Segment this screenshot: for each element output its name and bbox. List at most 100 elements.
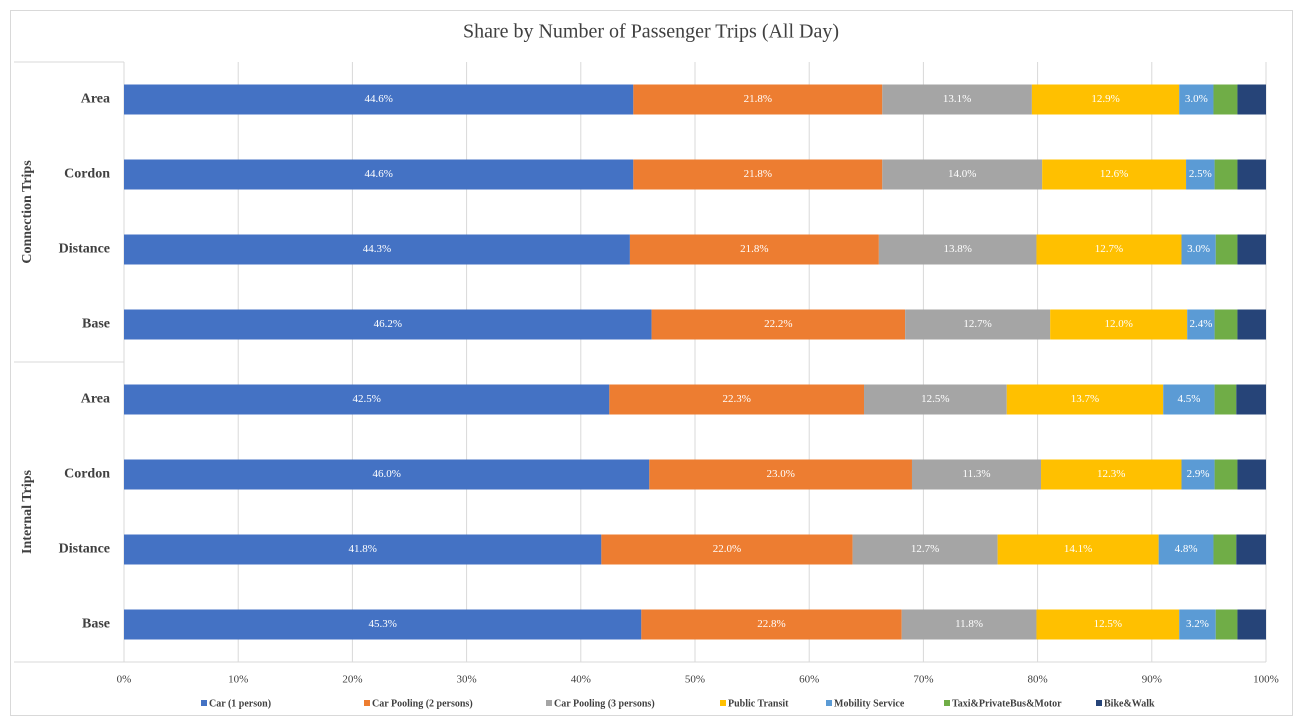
bar-segment bbox=[124, 534, 602, 565]
y-tick-label: Distance bbox=[59, 242, 110, 257]
bar-segment bbox=[1036, 609, 1180, 640]
data-label: 21.8% bbox=[744, 93, 772, 105]
bar-segment bbox=[1237, 84, 1266, 115]
bar-segment bbox=[1215, 234, 1238, 265]
data-label: 44.6% bbox=[364, 168, 392, 180]
x-tick-label: 60% bbox=[799, 674, 819, 686]
bar-segment bbox=[124, 384, 610, 415]
bar-segment bbox=[1237, 609, 1266, 640]
x-tick-label: 0% bbox=[117, 674, 132, 686]
data-label: 12.3% bbox=[1097, 468, 1125, 480]
legend-item: Car Pooling (2 persons) bbox=[364, 698, 473, 709]
group-label: Internal Trips bbox=[20, 470, 35, 554]
x-tick-label: 10% bbox=[228, 674, 248, 686]
bar-segment bbox=[901, 609, 1037, 640]
bar-segment bbox=[1236, 384, 1266, 415]
data-label: 42.5% bbox=[352, 393, 380, 405]
data-label: 44.3% bbox=[363, 243, 391, 255]
legend-item: Mobility Service bbox=[826, 698, 905, 709]
bar-segment bbox=[629, 234, 879, 265]
bar-segment bbox=[1214, 459, 1238, 490]
chart-title: Share by Number of Passenger Trips (All … bbox=[463, 21, 839, 43]
bar-segment bbox=[609, 384, 865, 415]
data-label: 3.0% bbox=[1185, 93, 1208, 105]
bar-segment bbox=[864, 384, 1007, 415]
x-tick-label: 90% bbox=[1142, 674, 1162, 686]
bar-segment bbox=[852, 534, 998, 565]
bar-segment bbox=[1214, 384, 1237, 415]
data-label: 12.7% bbox=[963, 318, 991, 330]
bar-segment bbox=[1163, 384, 1215, 415]
data-label: 22.8% bbox=[757, 618, 785, 630]
bar-segment bbox=[641, 609, 902, 640]
data-label: 12.5% bbox=[921, 393, 949, 405]
data-label: 12.6% bbox=[1100, 168, 1128, 180]
y-tick-label: Area bbox=[81, 392, 110, 407]
bar-segment bbox=[911, 459, 1042, 490]
bar-segment bbox=[1179, 609, 1216, 640]
data-label: 12.9% bbox=[1091, 93, 1119, 105]
data-label: 3.2% bbox=[1186, 618, 1209, 630]
bar-segment bbox=[1186, 159, 1215, 190]
bar-segment bbox=[1006, 384, 1164, 415]
chart-frame bbox=[10, 10, 1293, 716]
legend-label: Public Transit bbox=[728, 698, 789, 709]
data-label: 11.8% bbox=[955, 618, 983, 630]
bar-segment bbox=[1237, 234, 1266, 265]
bar-segment bbox=[1236, 534, 1266, 565]
x-tick-label: 100% bbox=[1253, 674, 1279, 686]
bar-segment bbox=[1179, 84, 1214, 115]
data-label: 46.2% bbox=[374, 318, 402, 330]
data-label: 45.3% bbox=[368, 618, 396, 630]
bar-segment bbox=[124, 159, 634, 190]
data-label: 14.0% bbox=[948, 168, 976, 180]
data-label: 21.8% bbox=[740, 243, 768, 255]
data-label: 41.8% bbox=[348, 543, 376, 555]
bar-segment bbox=[1213, 84, 1238, 115]
data-label: 3.0% bbox=[1187, 243, 1210, 255]
legend-item: Public Transit bbox=[720, 698, 789, 709]
legend-label: Taxi&PrivateBus&Motor bbox=[952, 698, 1062, 709]
legend-label: Bike&Walk bbox=[1104, 698, 1155, 709]
data-label: 12.7% bbox=[911, 543, 939, 555]
legend-swatch bbox=[1096, 700, 1102, 706]
data-label: 22.3% bbox=[722, 393, 750, 405]
x-tick-label: 50% bbox=[685, 674, 705, 686]
legend-swatch bbox=[720, 700, 726, 706]
data-label: 12.7% bbox=[1095, 243, 1123, 255]
data-label: 12.0% bbox=[1104, 318, 1132, 330]
bar-segment bbox=[882, 159, 1043, 190]
legend-label: Car Pooling (3 persons) bbox=[554, 698, 655, 709]
legend-item: Bike&Walk bbox=[1096, 698, 1155, 709]
data-label: 2.9% bbox=[1187, 468, 1210, 480]
legend-item: Car Pooling (3 persons) bbox=[546, 698, 655, 709]
bar-segment bbox=[633, 159, 883, 190]
y-tick-label: Base bbox=[82, 317, 110, 332]
bar-segment bbox=[1036, 234, 1182, 265]
x-tick-label: 80% bbox=[1028, 674, 1048, 686]
legend-label: Mobility Service bbox=[834, 698, 905, 709]
bar-segment bbox=[878, 234, 1037, 265]
bar-segment bbox=[651, 309, 906, 340]
data-label: 22.0% bbox=[713, 543, 741, 555]
data-label: 2.5% bbox=[1189, 168, 1212, 180]
y-tick-label: Base bbox=[82, 617, 110, 632]
y-tick-label: Area bbox=[81, 92, 110, 107]
bar-segment bbox=[997, 534, 1159, 565]
bar-segment bbox=[1237, 159, 1266, 190]
bar-segment bbox=[1213, 534, 1237, 565]
x-tick-label: 70% bbox=[913, 674, 933, 686]
data-label: 4.8% bbox=[1175, 543, 1198, 555]
bar-segment bbox=[124, 309, 652, 340]
bar-segment bbox=[1158, 534, 1214, 565]
bar-segment bbox=[905, 309, 1051, 340]
legend-swatch bbox=[826, 700, 832, 706]
bar-segment bbox=[124, 609, 642, 640]
group-label: Connection Trips bbox=[20, 160, 35, 264]
x-tick-label: 30% bbox=[457, 674, 477, 686]
legend-swatch bbox=[201, 700, 207, 706]
legend-swatch bbox=[546, 700, 552, 706]
data-label: 2.4% bbox=[1189, 318, 1212, 330]
bar-segment bbox=[1042, 159, 1187, 190]
bar-segment bbox=[1214, 309, 1238, 340]
